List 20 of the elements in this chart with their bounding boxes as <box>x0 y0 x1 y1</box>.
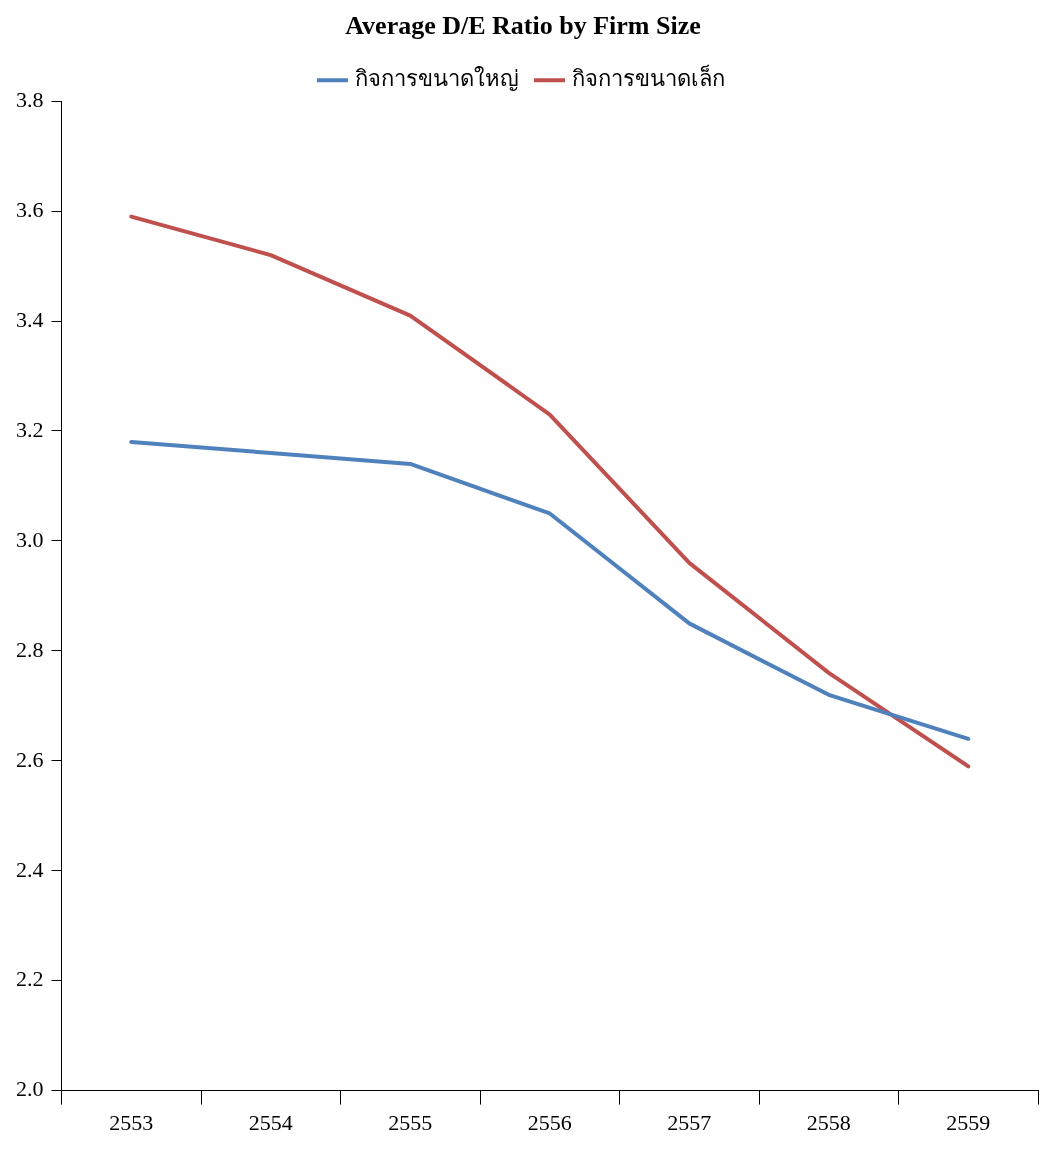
y-tick-label: 2.6 <box>16 746 44 772</box>
y-tick-label: 3.6 <box>16 196 44 222</box>
legend-label: กิจการขนาดเล็ก <box>571 63 725 91</box>
y-tick-label: 3.0 <box>16 526 44 552</box>
x-tick-label: 2558 <box>806 1109 851 1135</box>
chart-title: Average D/E Ratio by Firm Size <box>345 11 701 41</box>
legend-label: กิจการขนาดใหญ่ <box>354 65 519 91</box>
x-tick-label: 2555 <box>388 1109 433 1135</box>
y-tick-label: 2.2 <box>16 966 44 992</box>
y-tick-label: 2.4 <box>16 856 44 882</box>
y-tick-label: 3.2 <box>16 416 44 442</box>
y-tick-label: 2.0 <box>16 1076 44 1102</box>
x-tick-label: 2556 <box>527 1109 572 1135</box>
x-tick-label: 2554 <box>248 1109 293 1135</box>
x-tick-label: 2553 <box>109 1109 154 1135</box>
y-tick-label: 3.8 <box>16 86 44 112</box>
y-tick-label: 3.4 <box>16 306 44 332</box>
y-tick-label: 2.8 <box>16 636 44 662</box>
x-tick-label: 2557 <box>667 1109 712 1135</box>
x-tick-label: 2559 <box>946 1109 991 1135</box>
